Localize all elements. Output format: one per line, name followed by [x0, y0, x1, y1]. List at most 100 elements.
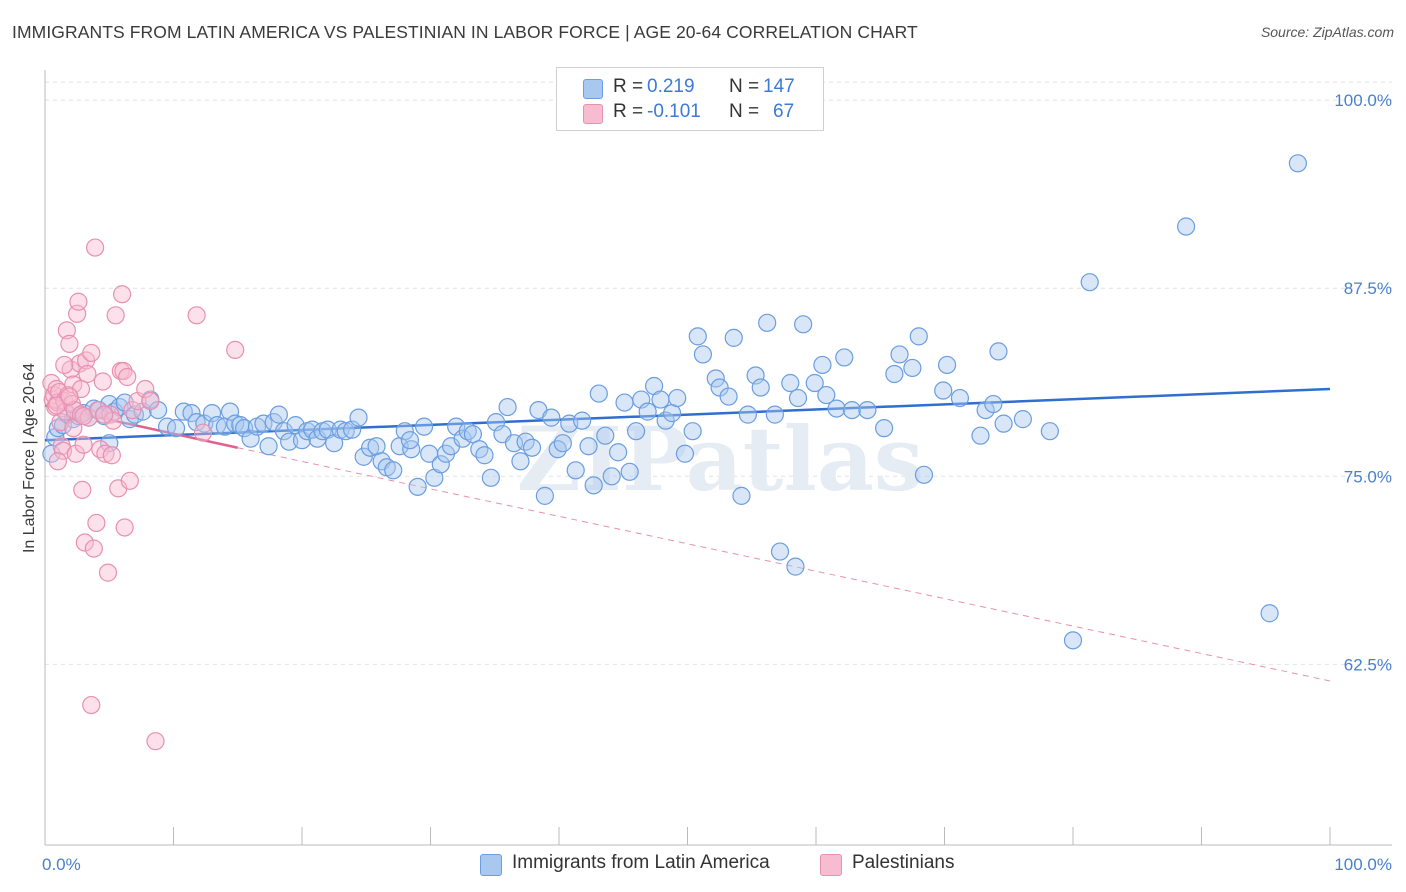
point-latin-america — [842, 400, 862, 420]
point-latin-america — [724, 328, 743, 347]
point-latin-america — [675, 444, 695, 463]
point-palestinians — [55, 355, 74, 375]
legend-n-value: 147 — [763, 76, 795, 97]
x-tick-label: 100.0% — [1334, 855, 1392, 874]
point-palestinians — [74, 407, 93, 426]
point-latin-america — [475, 446, 494, 465]
point-latin-america — [609, 443, 628, 462]
point-latin-america — [813, 355, 832, 375]
point-latin-america — [638, 402, 657, 421]
point-latin-america — [542, 408, 561, 427]
point-latin-america — [166, 419, 186, 438]
point-latin-america — [971, 426, 990, 445]
point-palestinians — [118, 367, 137, 387]
y-tick-label: 87.5% — [1344, 279, 1392, 298]
point-palestinians — [95, 405, 114, 424]
point-latin-america — [431, 455, 450, 474]
point-latin-america — [994, 414, 1013, 433]
point-latin-america — [566, 461, 585, 480]
point-palestinians — [82, 695, 101, 715]
point-latin-america — [589, 384, 608, 403]
point-latin-america — [1013, 410, 1032, 429]
point-latin-america — [336, 422, 355, 441]
y-axis-label: In Labor Force | Age 20-64 — [21, 363, 38, 553]
point-latin-america — [458, 422, 477, 441]
point-palestinians — [60, 387, 79, 406]
point-palestinians — [47, 396, 66, 415]
point-latin-america — [367, 437, 386, 456]
point-latin-america — [989, 342, 1008, 361]
point-latin-america — [751, 378, 770, 397]
source-label: Source: ZipAtlas.com — [1260, 24, 1394, 40]
point-latin-america — [1176, 217, 1196, 236]
point-latin-america — [909, 327, 928, 346]
point-latin-america — [269, 405, 288, 424]
point-latin-america — [361, 438, 380, 457]
point-latin-america — [220, 402, 240, 421]
point-palestinians — [84, 539, 103, 558]
point-latin-america — [620, 462, 639, 481]
point-latin-america — [522, 438, 542, 457]
legend-swatch — [820, 854, 842, 876]
point-latin-america — [683, 422, 702, 441]
point-latin-america — [875, 419, 894, 438]
point-latin-america — [463, 425, 483, 444]
point-latin-america — [746, 366, 765, 385]
axes — [44, 70, 1392, 846]
y-tick-labels: 100.0% 87.5% 75.0% 62.5% — [1334, 91, 1392, 674]
point-latin-america — [286, 416, 305, 435]
x-tick-labels: 0.0% 100.0% — [42, 855, 1392, 874]
point-latin-america — [786, 557, 805, 576]
legend: R = 0.219 N = 147 R = -0.101 N = 67 — [556, 67, 824, 131]
point-latin-america — [182, 404, 201, 423]
point-latin-america — [934, 381, 953, 400]
point-latin-america — [1063, 631, 1083, 650]
point-palestinians — [82, 343, 101, 363]
point-latin-america — [157, 417, 177, 436]
legend-swatch — [583, 79, 603, 99]
point-palestinians — [64, 419, 83, 438]
point-palestinians — [69, 292, 88, 311]
point-latin-america — [615, 393, 634, 412]
point-latin-america — [187, 413, 206, 432]
point-latin-america — [53, 416, 73, 435]
point-latin-america — [400, 431, 420, 450]
point-latin-america — [885, 364, 904, 384]
legend-r-label: R = — [613, 101, 644, 122]
point-latin-america — [937, 355, 957, 375]
point-latin-america — [914, 465, 934, 484]
point-palestinians — [75, 533, 94, 552]
y-tick-label: 62.5% — [1344, 655, 1392, 674]
point-latin-america — [573, 411, 592, 430]
point-palestinians — [87, 513, 106, 533]
point-latin-america — [668, 388, 687, 408]
point-latin-america — [719, 387, 738, 406]
legend-swatch — [583, 104, 603, 124]
point-latin-america — [835, 348, 854, 367]
legend-n-label: N = — [729, 76, 760, 97]
watermark: ZIPatlas — [517, 407, 924, 511]
point-latin-america — [481, 468, 500, 487]
point-latin-america — [274, 422, 294, 441]
legend-r-value: -0.101 — [647, 101, 701, 122]
point-latin-america — [827, 399, 846, 418]
point-palestinians — [93, 372, 112, 391]
point-palestinians — [136, 379, 155, 399]
point-palestinians — [115, 518, 134, 537]
legend-label: Immigrants from Latin America — [512, 852, 770, 873]
point-latin-america — [498, 397, 517, 417]
point-latin-america — [384, 461, 403, 480]
data-points — [42, 154, 1307, 751]
point-latin-america — [732, 486, 751, 505]
y-tick-label: 100.0% — [1334, 91, 1392, 110]
point-latin-america — [174, 402, 193, 421]
point-palestinians — [86, 238, 105, 257]
point-latin-america — [903, 358, 922, 378]
point-latin-america — [408, 477, 427, 496]
point-latin-america — [662, 404, 682, 423]
point-latin-america — [1040, 422, 1059, 441]
chart-title: IMMIGRANTS FROM LATIN AMERICA VS PALESTI… — [12, 22, 918, 42]
point-latin-america — [781, 373, 800, 393]
point-latin-america — [626, 422, 646, 441]
point-latin-america — [395, 422, 414, 441]
